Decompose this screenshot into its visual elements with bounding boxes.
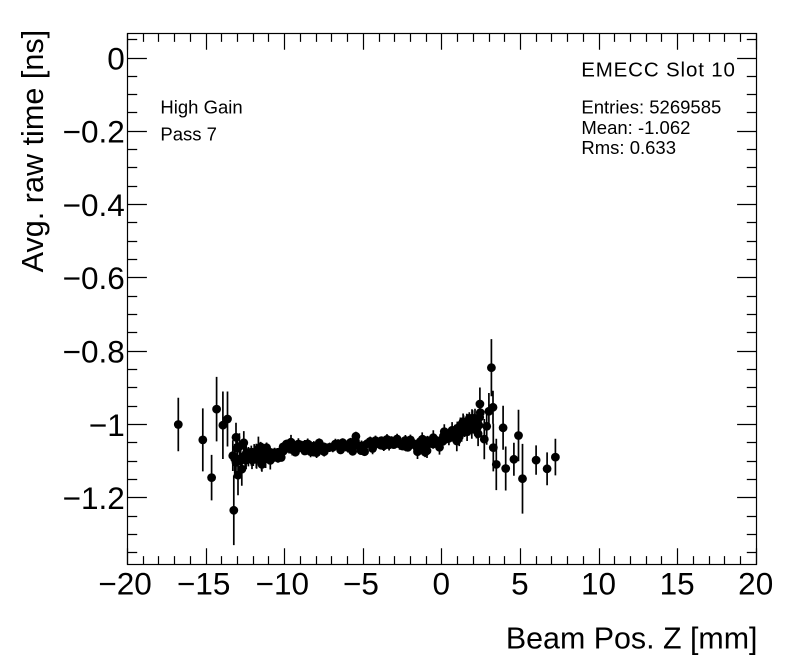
- svg-text:High Gain: High Gain: [160, 96, 242, 117]
- svg-text:EMECC Slot 10: EMECC Slot 10: [581, 59, 736, 82]
- svg-text:0: 0: [433, 566, 451, 602]
- svg-text:Pass 7: Pass 7: [160, 123, 217, 144]
- svg-text:−0.8: −0.8: [63, 334, 125, 370]
- svg-text:−5: −5: [343, 566, 379, 602]
- svg-text:−1: −1: [89, 407, 125, 443]
- svg-text:−15: −15: [177, 566, 230, 602]
- svg-text:−0.6: −0.6: [63, 260, 125, 296]
- svg-text:−10: −10: [256, 566, 309, 602]
- svg-text:Entries: 5269585: Entries: 5269585: [581, 96, 721, 117]
- svg-text:Avg. raw time [ns]: Avg. raw time [ns]: [16, 30, 50, 273]
- svg-text:Mean: -1.062: Mean: -1.062: [581, 117, 690, 138]
- svg-text:20: 20: [738, 566, 773, 602]
- svg-text:−0.2: −0.2: [63, 114, 125, 150]
- svg-text:15: 15: [660, 566, 695, 602]
- svg-text:Beam Pos. Z [mm]: Beam Pos. Z [mm]: [506, 621, 758, 655]
- svg-text:0: 0: [107, 40, 125, 76]
- svg-text:−0.4: −0.4: [63, 187, 125, 223]
- svg-text:10: 10: [581, 566, 616, 602]
- svg-text:5: 5: [511, 566, 529, 602]
- svg-text:−20: −20: [98, 566, 151, 602]
- svg-text:−1.2: −1.2: [63, 480, 125, 516]
- svg-text:Rms: 0.633: Rms: 0.633: [581, 137, 676, 158]
